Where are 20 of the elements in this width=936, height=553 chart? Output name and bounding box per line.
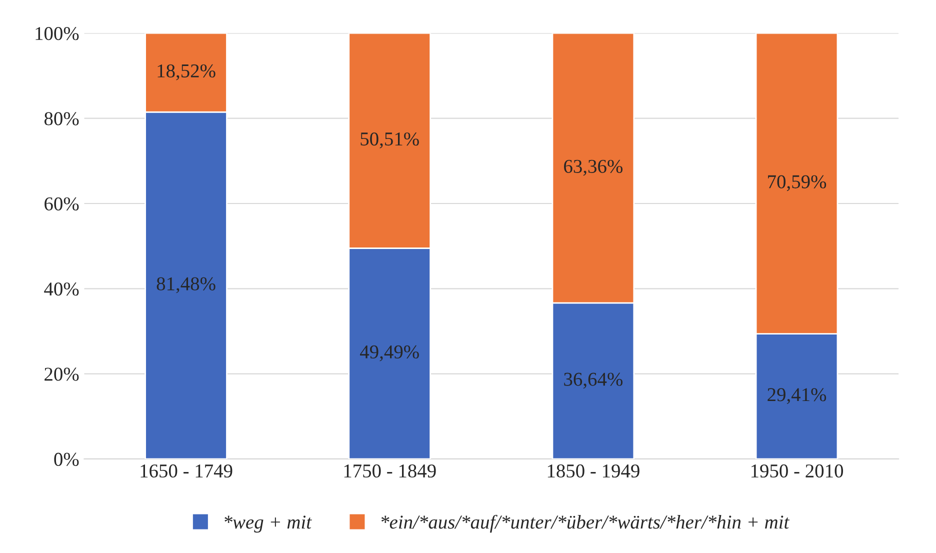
x-tick-label: 1850 - 1949 xyxy=(548,464,640,478)
legend-label: *weg + mit xyxy=(224,516,312,533)
data-label: 18,52% xyxy=(158,64,216,80)
data-label: 49,49% xyxy=(360,345,419,362)
data-label: 29,41% xyxy=(768,388,826,404)
data-label: 36,64% xyxy=(564,372,622,389)
y-tick-label: 80% xyxy=(44,112,79,126)
x-tick-label: 1950 - 2010 xyxy=(751,464,844,478)
y-tick-label: 0% xyxy=(54,452,79,466)
legend-label: *ein/*aus/*auf/*unter/*über/*wärts/*her/*hin + mit xyxy=(381,514,790,533)
y-tick-label: 60% xyxy=(44,197,79,211)
x-tick-label: 1650 - 1749 xyxy=(140,464,232,478)
y-tick-label: 100% xyxy=(36,26,79,40)
y-tick-label: 20% xyxy=(44,368,79,381)
data-label: 81,48% xyxy=(156,277,216,294)
data-label: 70,59% xyxy=(768,175,826,192)
x-tick-label: 1750 - 1849 xyxy=(344,464,436,478)
data-label: 50,51% xyxy=(360,132,419,148)
data-label: 63,36% xyxy=(564,160,622,176)
y-tick-label: 40% xyxy=(44,282,79,296)
